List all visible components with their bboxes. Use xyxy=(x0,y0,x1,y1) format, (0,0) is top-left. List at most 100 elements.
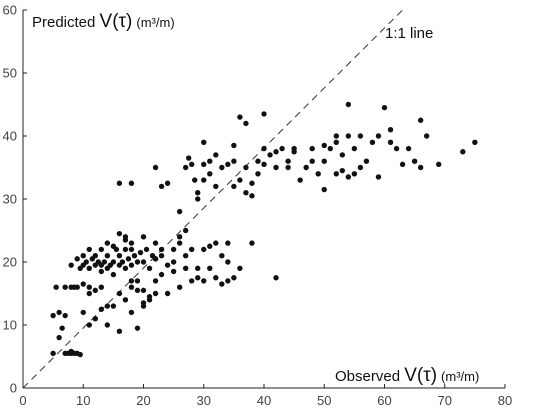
data-point xyxy=(363,158,370,164)
data-point xyxy=(110,271,117,278)
data-point xyxy=(140,300,147,306)
data-point xyxy=(309,145,315,152)
data-point xyxy=(152,164,159,171)
data-point xyxy=(219,164,225,171)
data-point xyxy=(219,281,225,287)
data-point xyxy=(128,262,135,268)
data-point xyxy=(189,161,195,168)
data-point xyxy=(125,256,132,262)
data-point xyxy=(399,161,406,168)
data-point xyxy=(261,145,267,152)
data-point xyxy=(164,180,171,186)
data-point xyxy=(176,208,183,215)
data-point xyxy=(128,309,135,316)
y-axis-title-unit: (m³/m) xyxy=(136,15,174,30)
y-tick-label: 30 xyxy=(3,192,17,207)
data-point xyxy=(345,101,352,108)
data-point xyxy=(321,142,327,149)
data-point xyxy=(195,275,201,281)
data-point xyxy=(225,161,231,168)
data-point xyxy=(201,177,207,183)
data-point xyxy=(56,309,62,316)
data-point xyxy=(86,246,92,253)
data-point xyxy=(192,177,198,183)
data-point xyxy=(86,284,92,290)
data-point xyxy=(92,316,99,322)
data-point xyxy=(231,183,237,190)
data-point xyxy=(170,259,177,265)
data-point xyxy=(80,309,86,316)
data-point xyxy=(134,287,141,294)
data-point xyxy=(393,145,400,152)
data-point xyxy=(249,180,255,186)
x-tick-label: 60 xyxy=(377,393,391,408)
data-point xyxy=(122,234,129,240)
data-point xyxy=(98,246,105,253)
data-point xyxy=(182,164,189,171)
data-point xyxy=(225,240,231,246)
x-axis-title-unit: (m³/m) xyxy=(441,369,479,384)
y-axis-title-symbol: V(τ) xyxy=(100,11,133,32)
data-point xyxy=(158,271,165,278)
data-point xyxy=(333,133,339,139)
data-point xyxy=(98,306,105,312)
data-point xyxy=(333,139,339,145)
data-point xyxy=(152,240,159,246)
data-point xyxy=(225,278,231,284)
data-point xyxy=(255,158,261,164)
data-point xyxy=(122,297,129,303)
data-point xyxy=(110,243,117,249)
data-point xyxy=(128,246,135,253)
data-point xyxy=(122,265,129,271)
x-tick-label: 20 xyxy=(136,393,150,408)
data-point xyxy=(369,139,376,145)
data-point xyxy=(152,256,159,262)
data-point xyxy=(237,114,243,120)
one-to-one-line-label: 1:1 line xyxy=(385,25,433,42)
data-point xyxy=(339,167,346,174)
data-point xyxy=(345,133,352,139)
y-tick-label: 10 xyxy=(3,318,17,333)
data-point xyxy=(122,246,129,253)
x-tick-label: 10 xyxy=(76,393,90,408)
data-point xyxy=(176,234,183,240)
y-tick-label: 40 xyxy=(3,129,17,144)
data-point xyxy=(213,275,219,281)
data-point xyxy=(303,164,309,171)
data-point xyxy=(387,139,394,145)
data-point xyxy=(62,284,68,290)
data-point xyxy=(68,262,74,268)
x-tick-label: 50 xyxy=(317,393,331,408)
data-point xyxy=(80,281,86,287)
data-point xyxy=(182,227,189,234)
data-point xyxy=(315,171,321,177)
data-point xyxy=(185,155,192,161)
data-point xyxy=(195,190,201,196)
data-point xyxy=(158,246,165,253)
data-point xyxy=(140,287,147,294)
data-point xyxy=(339,152,346,158)
data-point xyxy=(104,253,111,259)
data-point xyxy=(182,265,189,271)
data-point xyxy=(267,152,273,158)
data-point xyxy=(170,246,177,253)
data-point xyxy=(164,262,171,268)
data-point xyxy=(423,133,430,139)
points-layer xyxy=(50,101,478,358)
data-point xyxy=(92,287,99,294)
data-point xyxy=(249,193,255,199)
data-point xyxy=(146,293,153,300)
data-point xyxy=(351,171,358,177)
data-point xyxy=(146,265,153,271)
data-point xyxy=(333,171,339,177)
data-point xyxy=(231,142,237,149)
data-point xyxy=(152,290,159,297)
data-point xyxy=(285,158,291,164)
data-point xyxy=(86,265,92,271)
data-point xyxy=(417,164,424,171)
data-point xyxy=(92,253,99,259)
data-point xyxy=(213,183,219,190)
data-point xyxy=(405,145,412,152)
data-point xyxy=(279,145,285,152)
data-point xyxy=(140,259,147,265)
